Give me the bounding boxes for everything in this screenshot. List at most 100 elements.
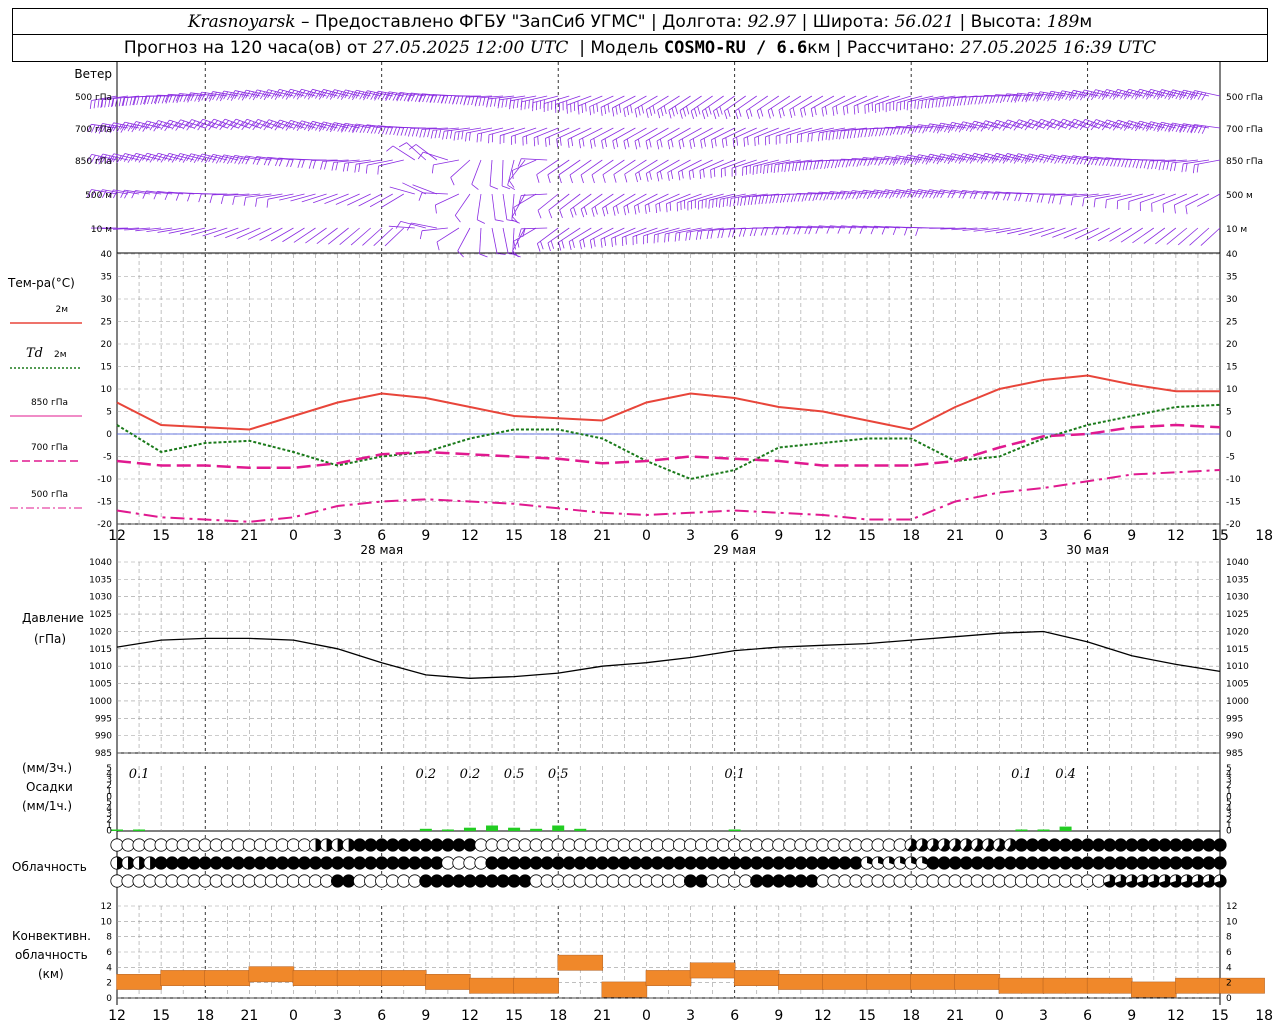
precip-ytick-left: 3 — [106, 810, 112, 820]
wind-barb — [340, 122, 371, 134]
cloud-cover-symbol — [452, 856, 466, 870]
cloud-cover-symbol — [231, 838, 245, 852]
wind-barb — [1068, 89, 1099, 101]
conv-bar — [336, 970, 383, 986]
wind-barb — [881, 189, 912, 199]
precip-ytick-right: 1 — [1226, 821, 1232, 831]
cloud-cover-symbol — [176, 838, 190, 852]
hour-label-temp: 0 — [289, 528, 298, 544]
cloud-cover-symbol — [474, 856, 488, 870]
precip-amount-label: 0.2 — [460, 767, 481, 782]
wind-barb — [699, 159, 724, 180]
press-ytick-right: 1005 — [1226, 680, 1249, 690]
wind-level-left: 700 гПа — [75, 125, 112, 135]
wind-barb — [1105, 193, 1132, 209]
wind-barb — [817, 127, 846, 142]
cloud-cover-symbol — [220, 874, 234, 888]
cloud-cover-symbol — [1058, 838, 1073, 852]
cloud-cover-symbol — [452, 838, 466, 852]
wind-barb — [635, 159, 658, 183]
wind-barb — [612, 127, 636, 150]
cloud-cover-symbol — [805, 856, 819, 870]
wind-barb — [301, 193, 327, 203]
cloud-cover-symbol — [584, 838, 598, 852]
temp-ytick-right: -10 — [1226, 475, 1241, 485]
hour-label-bottom: 9 — [421, 1008, 430, 1024]
wind-barb — [316, 227, 338, 244]
wind-barb — [547, 159, 570, 184]
cloud-cover-symbol — [628, 874, 643, 888]
wind-barb — [656, 159, 680, 182]
cloud-cover-symbol — [1092, 856, 1106, 870]
conv-bar — [689, 962, 736, 979]
wind-barb — [1190, 124, 1221, 134]
press-ytick-right: 1000 — [1226, 697, 1249, 707]
wind-barb — [870, 189, 901, 199]
cloud-cover-symbol — [915, 874, 929, 888]
wind-barb — [1162, 193, 1188, 213]
precip-ytick-right: 0 — [1226, 827, 1232, 837]
cloud-cover-symbol — [838, 856, 852, 870]
temp-ytick-right: -20 — [1226, 520, 1241, 530]
wind-barb — [499, 127, 526, 145]
wind-barb — [373, 227, 394, 247]
cloud-cover-symbol — [132, 874, 146, 888]
wind-barb — [848, 190, 879, 200]
wind-barb — [674, 227, 702, 242]
temp-ytick-right: 20 — [1226, 340, 1238, 350]
wind-barb — [566, 95, 592, 114]
wind-barb — [687, 193, 713, 211]
cloud-cover-symbol — [816, 856, 830, 870]
cloud-cover-symbol — [959, 874, 973, 888]
cloud-cover-symbol — [926, 838, 940, 852]
cloud-cover-symbol — [838, 874, 852, 888]
wind-barb — [1177, 227, 1199, 246]
wind-barb — [645, 159, 669, 182]
temp-ytick-right: -5 — [1226, 453, 1235, 463]
cloud-cover-symbol — [562, 856, 576, 870]
wind-level-right: 500 м — [1226, 191, 1253, 201]
conv-bar — [1175, 977, 1221, 994]
cloud-cover-symbol — [220, 856, 234, 870]
press-ytick-left: 1030 — [89, 593, 112, 603]
wind-barb — [507, 159, 516, 191]
cloud-cover-symbol — [1092, 874, 1106, 888]
wind-barb — [800, 95, 824, 118]
wind-barb — [676, 193, 702, 212]
wind-barb — [1109, 227, 1132, 242]
wind-barb — [1179, 123, 1210, 134]
wind-barb — [1158, 159, 1187, 171]
wind-barb — [406, 222, 437, 231]
conv-bar — [425, 974, 471, 990]
cloud-cover-symbol — [1036, 856, 1051, 870]
press-ytick-left: 1035 — [89, 575, 112, 585]
cloud-cover-symbol — [496, 856, 510, 870]
cloud-cover-symbol — [948, 856, 962, 870]
cloud-cover-symbol — [573, 856, 587, 870]
wind-barb — [837, 190, 868, 200]
precip-bar — [574, 828, 587, 831]
hour-label-temp: 15 — [505, 528, 523, 544]
wind-barb — [1036, 193, 1066, 203]
cloud-cover-symbol — [507, 874, 521, 888]
wind-barb — [164, 152, 195, 163]
cloud-cover-symbol — [1114, 874, 1128, 888]
cloud-cover-symbol — [661, 856, 676, 870]
wind-barb — [842, 95, 868, 116]
wind-barb — [859, 189, 890, 200]
conv-bar — [910, 974, 956, 990]
hour-label-temp: 0 — [995, 528, 1004, 544]
wind-barb — [255, 193, 283, 207]
wind-barb — [536, 227, 559, 252]
precip-bar — [728, 829, 741, 831]
cloud-cover-symbol — [617, 874, 631, 888]
wind-barb — [386, 145, 416, 161]
cloud-cover-symbol — [849, 874, 863, 888]
cloud-cover-symbol — [518, 838, 532, 852]
cloud-cover-symbol — [441, 874, 455, 888]
wind-barb — [859, 157, 890, 167]
cloud-cover-symbol — [297, 856, 312, 870]
wind-barb — [89, 95, 118, 109]
cloud-cover-symbol — [948, 838, 962, 852]
wind-barb — [602, 193, 625, 217]
